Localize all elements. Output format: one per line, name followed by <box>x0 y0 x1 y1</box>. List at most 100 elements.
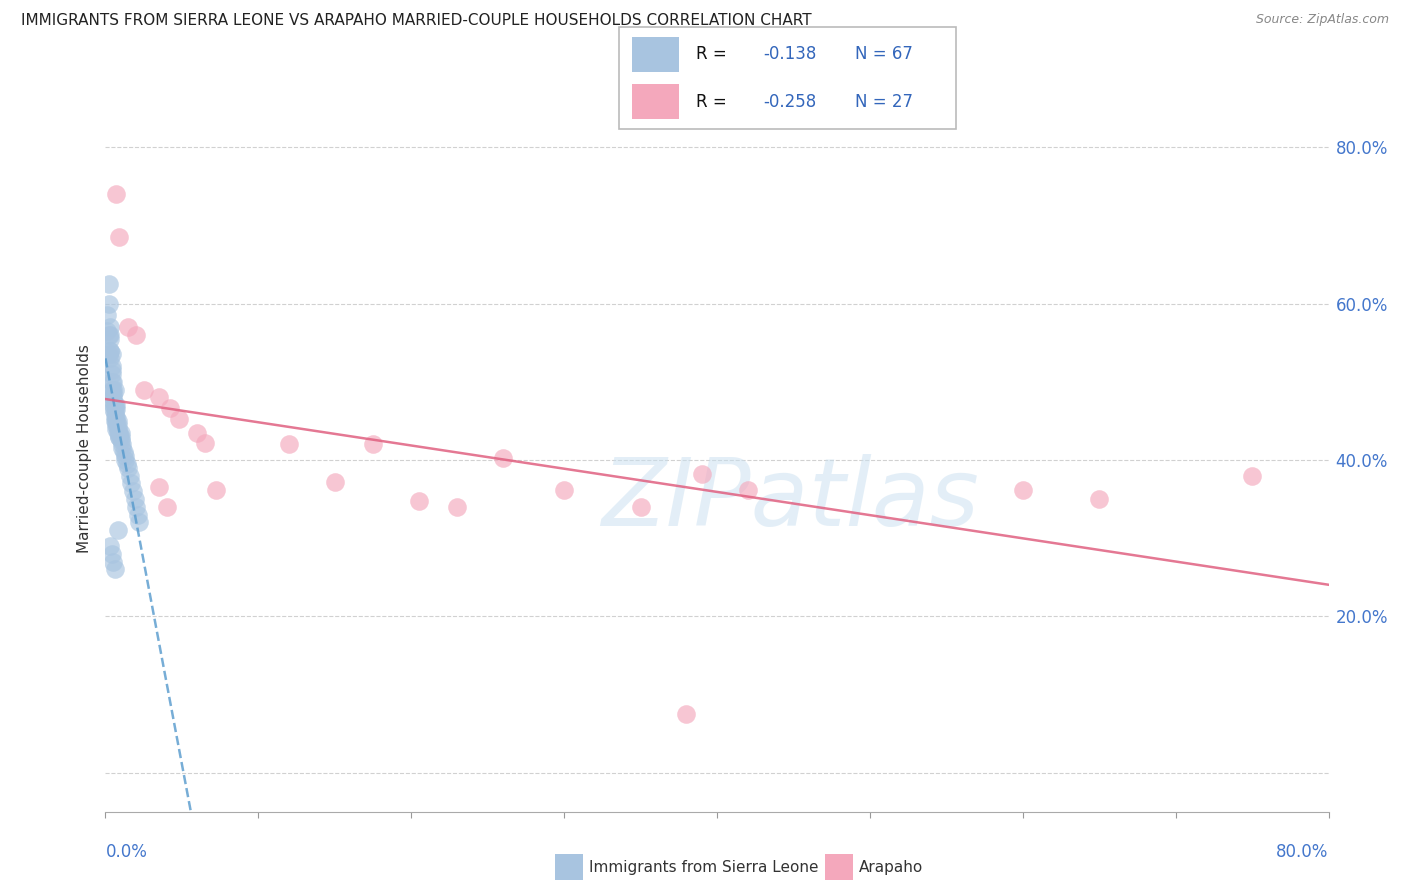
Point <box>114 453 136 467</box>
Point <box>104 406 127 420</box>
Point <box>104 383 127 397</box>
Text: -0.138: -0.138 <box>763 45 817 63</box>
Point <box>408 493 430 508</box>
Point <box>108 429 131 443</box>
Point <box>107 414 129 428</box>
Point <box>101 386 124 401</box>
Point <box>104 398 127 412</box>
Y-axis label: Married-couple Households: Married-couple Households <box>76 343 91 553</box>
Point <box>159 401 181 415</box>
Point <box>204 483 226 497</box>
Point <box>98 327 121 342</box>
Point <box>690 467 713 481</box>
Point <box>120 476 142 491</box>
Point <box>105 417 128 432</box>
Point <box>98 343 121 358</box>
Point <box>100 347 122 361</box>
Point <box>361 437 384 451</box>
Point <box>105 402 128 417</box>
Point <box>105 187 128 202</box>
Point <box>98 351 121 366</box>
Point <box>194 435 217 450</box>
Point <box>446 500 468 514</box>
Point <box>100 363 122 377</box>
Point <box>101 555 124 569</box>
Point <box>115 457 138 471</box>
Text: 80.0%: 80.0% <box>1277 843 1329 861</box>
Point <box>492 451 515 466</box>
Bar <box>633 37 679 72</box>
Point <box>101 391 124 405</box>
Text: N = 27: N = 27 <box>855 93 912 111</box>
Point <box>100 367 122 381</box>
Text: N = 67: N = 67 <box>855 45 912 63</box>
Point <box>118 468 141 483</box>
Point <box>110 434 132 448</box>
Point <box>1241 468 1264 483</box>
Point <box>114 449 136 463</box>
Point <box>100 547 122 561</box>
FancyBboxPatch shape <box>619 27 956 129</box>
Point <box>104 402 127 417</box>
Point <box>186 425 208 440</box>
Point <box>1011 483 1033 497</box>
Point <box>148 480 170 494</box>
Point <box>104 562 127 576</box>
Point <box>98 332 121 346</box>
Point <box>98 539 121 553</box>
Point <box>675 706 697 721</box>
Point <box>107 422 129 436</box>
Point <box>105 422 128 436</box>
Point <box>155 500 177 514</box>
Point <box>107 425 129 440</box>
Point <box>107 417 129 432</box>
Point <box>148 391 170 405</box>
Text: IMMIGRANTS FROM SIERRA LEONE VS ARAPAHO MARRIED-COUPLE HOUSEHOLDS CORRELATION CH: IMMIGRANTS FROM SIERRA LEONE VS ARAPAHO … <box>21 13 811 29</box>
Point <box>97 296 120 310</box>
Point <box>101 383 124 397</box>
Point <box>98 320 121 334</box>
Point <box>101 375 124 389</box>
Point <box>128 516 150 530</box>
Text: 0.0%: 0.0% <box>105 843 148 861</box>
Point <box>98 343 121 358</box>
Point <box>97 327 120 342</box>
Point <box>1088 491 1111 506</box>
Point <box>105 398 128 412</box>
Point <box>105 409 128 424</box>
Point <box>97 277 120 291</box>
Point <box>553 483 575 497</box>
Point <box>101 398 124 412</box>
Point <box>117 460 139 475</box>
Point <box>101 402 124 417</box>
Point <box>122 484 145 499</box>
Point <box>96 324 118 338</box>
Point <box>108 425 131 440</box>
Point <box>108 230 131 244</box>
Text: Immigrants from Sierra Leone: Immigrants from Sierra Leone <box>589 860 818 874</box>
Point <box>630 500 652 514</box>
Text: R =: R = <box>696 93 727 111</box>
Text: -0.258: -0.258 <box>763 93 817 111</box>
Point <box>111 437 134 451</box>
Text: R =: R = <box>696 45 727 63</box>
Point <box>96 309 118 323</box>
Point <box>104 409 127 424</box>
Point <box>117 320 139 334</box>
Point <box>108 429 131 443</box>
Text: Arapaho: Arapaho <box>859 860 924 874</box>
Text: ZIPatlas: ZIPatlas <box>602 454 980 545</box>
Bar <box>633 84 679 119</box>
Point <box>125 500 148 514</box>
Point <box>100 383 122 397</box>
Point <box>105 414 128 428</box>
Point <box>107 524 129 538</box>
Text: Source: ZipAtlas.com: Source: ZipAtlas.com <box>1256 13 1389 27</box>
Point <box>100 375 122 389</box>
Point <box>323 475 346 489</box>
Point <box>112 445 135 459</box>
Point <box>104 414 127 428</box>
Point <box>110 425 132 440</box>
Point <box>97 347 120 361</box>
Point <box>110 429 132 443</box>
